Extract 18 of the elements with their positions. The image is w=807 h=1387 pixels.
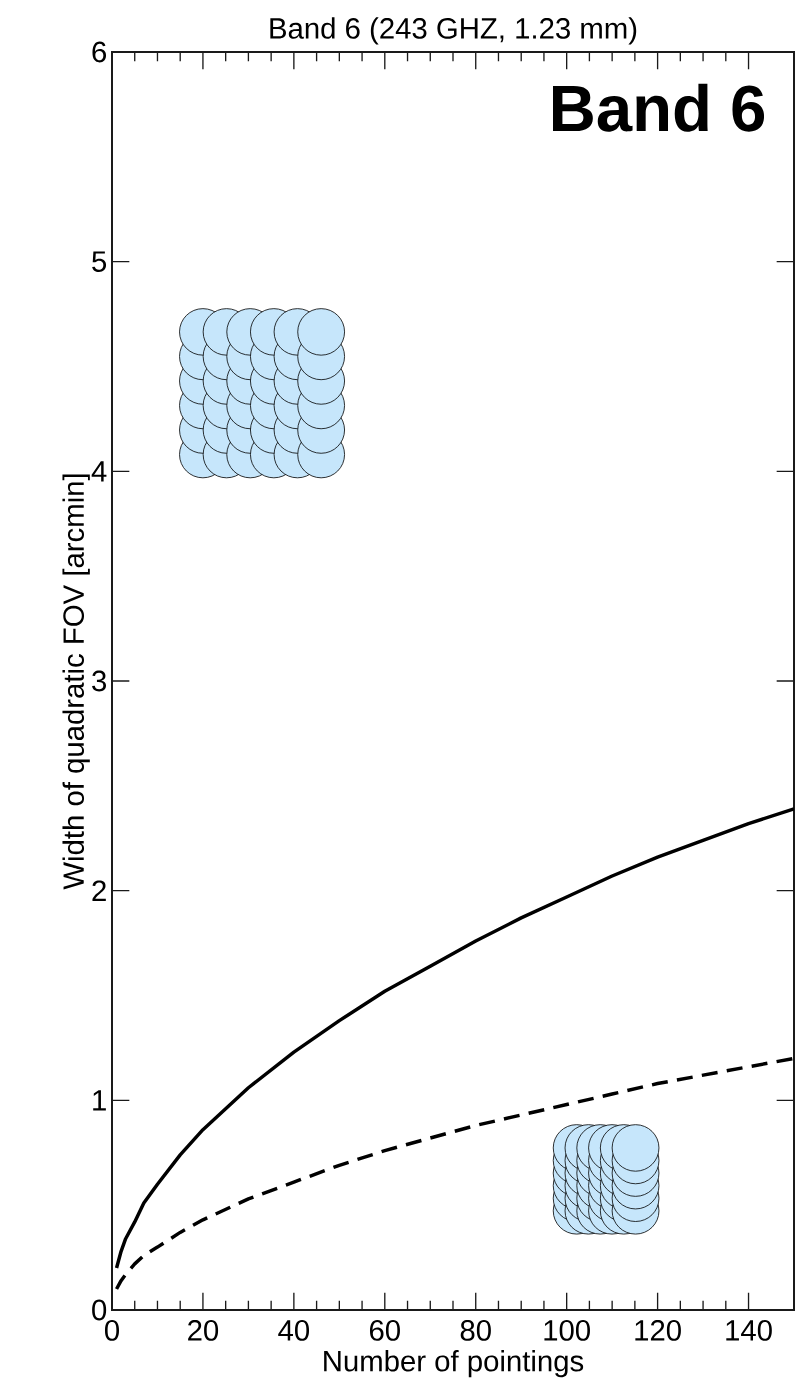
y-tick-label: 1 <box>93 1090 106 1111</box>
y-tick-label: 6 <box>92 41 107 63</box>
x-tick-label: 60 <box>369 1320 400 1341</box>
y-tick-label: 5 <box>92 251 107 272</box>
annotation: Band 6 <box>553 83 765 132</box>
x-tick-label: 120 <box>635 1320 681 1341</box>
x-tick-label: 40 <box>278 1320 310 1341</box>
y-tick-label: 4 <box>91 461 107 482</box>
x-tick-label: 140 <box>726 1320 772 1341</box>
chart-title: Band 6 (243 GHZ, 1.23 mm) <box>270 17 637 45</box>
y-axis-title: Width of quadratic FOV [arcmin] <box>62 474 90 890</box>
x-tick-label: 100 <box>544 1320 590 1341</box>
y-tick-label: 3 <box>92 670 107 692</box>
y-tick-label: 0 <box>92 1299 107 1321</box>
x-axis-title: Number of pointings <box>324 1349 584 1378</box>
x-tick-label: 80 <box>460 1320 491 1341</box>
x-tick-label: 20 <box>188 1320 219 1341</box>
y-tick-label: 2 <box>92 880 106 901</box>
